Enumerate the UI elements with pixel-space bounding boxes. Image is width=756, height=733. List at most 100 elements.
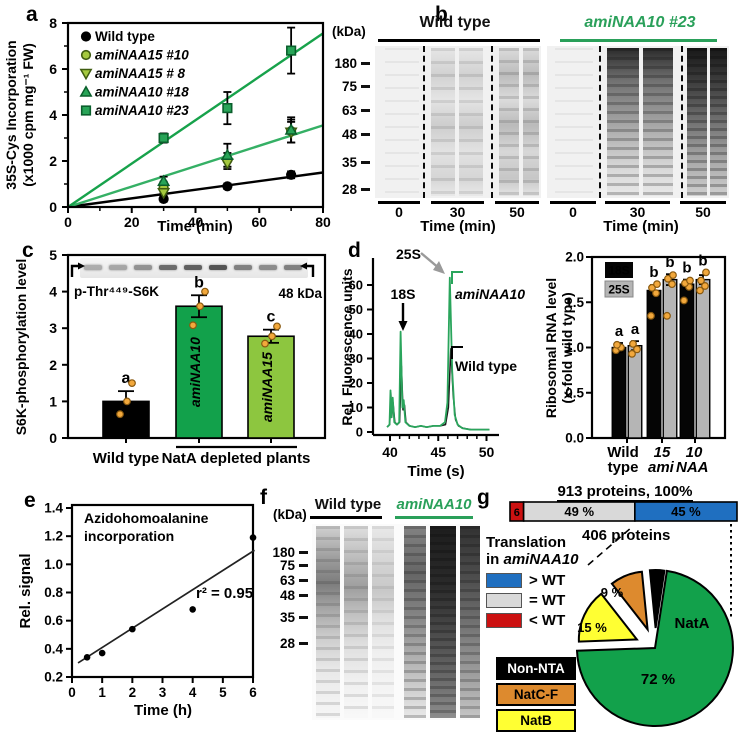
pie-value-NatB: 15 % — [577, 620, 607, 635]
gbar-seg-2: 45 % — [671, 504, 701, 519]
svg-text:0: 0 — [49, 199, 57, 215]
nat-legend-Non-NTA: Non-NTA — [496, 657, 576, 680]
kda-mark-label: 28 — [341, 182, 357, 197]
translation-legend-line1: Translation — [486, 534, 567, 551]
svg-text:0.0: 0.0 — [565, 431, 584, 446]
blot-band — [284, 265, 302, 270]
translation-legend-items: > WT = WT < WT — [486, 572, 579, 630]
kda-tick — [361, 161, 370, 164]
blot-band — [109, 265, 127, 270]
kda-mark-35: 35 — [268, 610, 308, 625]
svg-text:40: 40 — [382, 444, 398, 460]
blot-band — [209, 265, 227, 270]
g-pie-title: 406 proteins — [582, 527, 671, 544]
kda-mark-28: 28 — [268, 636, 308, 651]
legend-swatch — [486, 613, 522, 629]
time-tick: 0 — [395, 204, 403, 220]
panel-f-amiNAA10-underline — [395, 516, 473, 519]
gel-lane-separator — [599, 46, 601, 198]
gel-lane-separator — [491, 46, 493, 198]
gel-lane — [459, 48, 483, 196]
panel-b-kda-header: (kDa) — [332, 24, 366, 39]
kda-mark-label: 28 — [279, 636, 295, 651]
d-18S-label: 18S — [391, 286, 416, 302]
svg-text:1.0: 1.0 — [565, 340, 584, 355]
a-legend-1: amiNAA15 #10 — [95, 48, 189, 63]
dbar-x-10: 10 — [686, 444, 703, 461]
svg-text:0: 0 — [49, 430, 57, 446]
time-bar — [431, 201, 484, 204]
d-amiNAA10-label: amiNAA10 — [455, 286, 525, 302]
c-sig-1: b — [194, 274, 204, 291]
kda-tick — [361, 109, 370, 112]
svg-text:2.0: 2.0 — [565, 250, 584, 265]
panel-d-bar: 0.0 0.5 1.0 1.5 2.0 Ribosomal RNA level (x-fol… — [543, 250, 727, 476]
c-sig-0: a — [122, 370, 131, 387]
svg-text:4: 4 — [49, 107, 57, 123]
svg-text:60: 60 — [349, 278, 363, 293]
panel-b-letter: b — [435, 3, 448, 26]
gel-lane — [372, 526, 394, 718]
dbar-legend-18S: 18S — [608, 264, 629, 278]
time-bar — [378, 201, 420, 204]
svg-text:1.0: 1.0 — [44, 557, 63, 572]
dbar-x-15: 15 — [654, 444, 671, 461]
panel-a-letter: a — [26, 3, 38, 26]
kda-mark-label: 180 — [272, 545, 295, 560]
translation-legend-line2: in amiNAA10 — [486, 551, 579, 568]
panel-e-chart: 0 1 2 3 4 5 6 0.2 0.4 0.6 0.8 1.0 1.2 1.4 Azidohomoala… — [17, 501, 257, 719]
a-xlabel: Time (min) — [157, 218, 233, 235]
c-ylabel: S6K-phosphorylation level — [13, 259, 29, 436]
legend-item-label: = WT — [529, 591, 566, 609]
kda-tick — [299, 551, 308, 554]
panel-c-chart: 0 1 2 3 4 5 S6K-phosphorylation level a b amiNAA1… — [13, 247, 327, 467]
svg-text:0.8: 0.8 — [44, 585, 63, 600]
e-r2: r² = 0.95 — [196, 585, 253, 602]
d-wildtype-label: Wild type — [455, 358, 517, 374]
blot-band — [184, 265, 202, 270]
svg-text:0.4: 0.4 — [44, 641, 63, 656]
translation-legend-item-1: = WT — [486, 592, 579, 609]
panel-b-wildtype-label: Wild type — [419, 14, 491, 31]
dbar-x-wild: Wild — [607, 444, 639, 461]
d-bar-ylabel-1: Ribosomal RNA level — [543, 278, 559, 418]
kda-mark-label: 35 — [341, 155, 357, 170]
gel-b-amiNAA10 — [547, 46, 729, 198]
svg-text:0.5: 0.5 — [565, 385, 584, 400]
svg-text:0.2: 0.2 — [44, 670, 63, 685]
translation-legend-gene: amiNAA10 — [503, 551, 579, 569]
panel-f-wildtype-label: Wild type — [314, 496, 382, 513]
time-bar — [605, 201, 670, 204]
a-legend-4: amiNAA10 #23 — [95, 103, 189, 118]
e-title-2: incorporation — [84, 528, 174, 544]
panel-c-letter: c — [22, 239, 34, 262]
svg-text:6: 6 — [249, 685, 257, 700]
kda-mark-35: 35 — [330, 155, 370, 170]
blot-band — [259, 265, 277, 270]
kda-mark-75: 75 — [268, 558, 308, 573]
svg-text:5: 5 — [49, 247, 57, 263]
kda-mark-48: 48 — [330, 127, 370, 142]
svg-text:50: 50 — [479, 444, 495, 460]
kda-tick — [299, 579, 308, 582]
svg-text:2: 2 — [49, 153, 57, 169]
svg-text:1: 1 — [98, 685, 106, 700]
pie-label-NatA: NatA — [674, 615, 709, 632]
c-xlabel-nata: NatA depleted plants — [162, 450, 311, 467]
g-bar-title-text: 913 proteins, 100% — [557, 483, 693, 502]
gel-lane — [316, 526, 340, 718]
pie-value-NatC-F: 9 % — [601, 585, 624, 600]
svg-text:1.5: 1.5 — [565, 295, 584, 310]
kda-mark-28: 28 — [330, 182, 370, 197]
time-bar — [680, 201, 726, 204]
dbar-sig-0-1: a — [631, 321, 640, 338]
svg-text:0: 0 — [64, 214, 72, 230]
time-bar — [495, 201, 539, 204]
svg-text:20: 20 — [349, 376, 363, 391]
gel-lane-separator — [423, 46, 425, 198]
dbar-x-NAA: NAA — [676, 459, 709, 476]
c-bar-label-1: amiNAA10 — [187, 337, 203, 407]
nat-legend: Non-NTA NatC-F NatB — [496, 657, 576, 733]
translation-legend: Translation in amiNAA10 > WT = WT < WT — [486, 534, 579, 629]
